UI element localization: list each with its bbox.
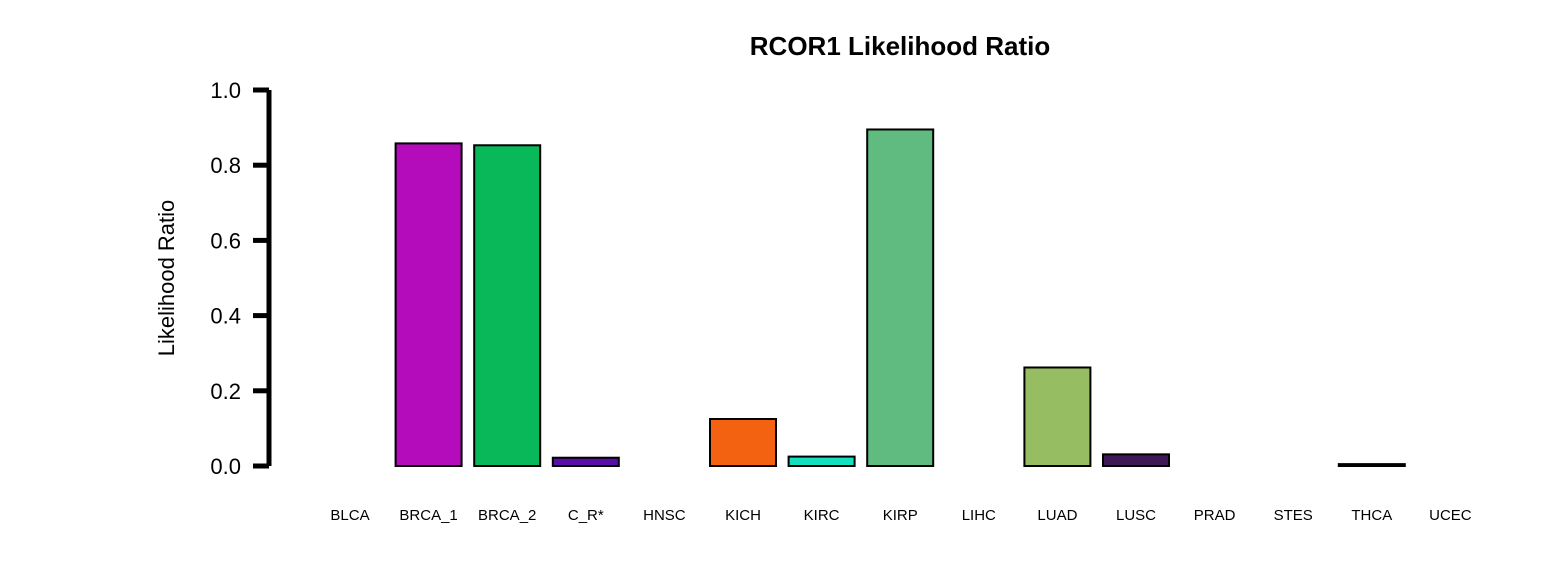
chart-title: RCOR1 Likelihood Ratio xyxy=(750,31,1050,61)
x-tick-label: KIRC xyxy=(804,507,840,524)
x-tick-label: LIHC xyxy=(962,507,996,524)
x-tick-label: BRCA_1 xyxy=(399,507,457,524)
x-tick-label: UCEC xyxy=(1429,507,1472,524)
y-tick-label: 0.8 xyxy=(210,153,241,178)
x-tick-label: KICH xyxy=(725,507,761,524)
y-tick-label: 0.2 xyxy=(210,379,241,404)
bar-lusc xyxy=(1102,453,1170,467)
y-axis-label: Likelihood Ratio xyxy=(154,200,179,357)
x-tick-label: BLCA xyxy=(330,507,369,524)
y-tick-label: 0.4 xyxy=(210,304,241,329)
bar-c-r xyxy=(551,456,620,467)
x-tick-label: C_R* xyxy=(568,507,604,524)
y-axis: 0.0 0.2 0.4 0.6 0.8 1.0 xyxy=(210,78,272,479)
x-tick-label: LUSC xyxy=(1116,507,1156,524)
x-tick-labels: BLCA BRCA_1 BRCA_2 C_R* HNSC KICH KIRC KIRP LIHC… xyxy=(330,507,1471,524)
y-tick-label: 0.6 xyxy=(210,228,241,253)
x-tick-label: KIRP xyxy=(883,507,918,524)
x-tick-label: STES xyxy=(1274,507,1313,524)
bars-group xyxy=(394,128,1406,468)
bar-luad xyxy=(1023,366,1092,468)
bar-brca-2 xyxy=(473,144,542,467)
x-tick-label: LUAD xyxy=(1037,507,1077,524)
y-tick-label: 1.0 xyxy=(210,78,241,103)
bar-brca-1 xyxy=(394,142,463,467)
x-tick-label: PRAD xyxy=(1194,507,1236,524)
x-tick-label: BRCA_2 xyxy=(478,507,536,524)
y-tick-label: 0.0 xyxy=(210,454,241,479)
bar-kich xyxy=(709,418,777,467)
bar-kirc xyxy=(787,455,856,468)
x-tick-label: HNSC xyxy=(643,507,686,524)
bar-thca xyxy=(1337,463,1406,467)
x-tick-label: THCA xyxy=(1351,507,1392,524)
bar-kirp xyxy=(866,128,935,467)
